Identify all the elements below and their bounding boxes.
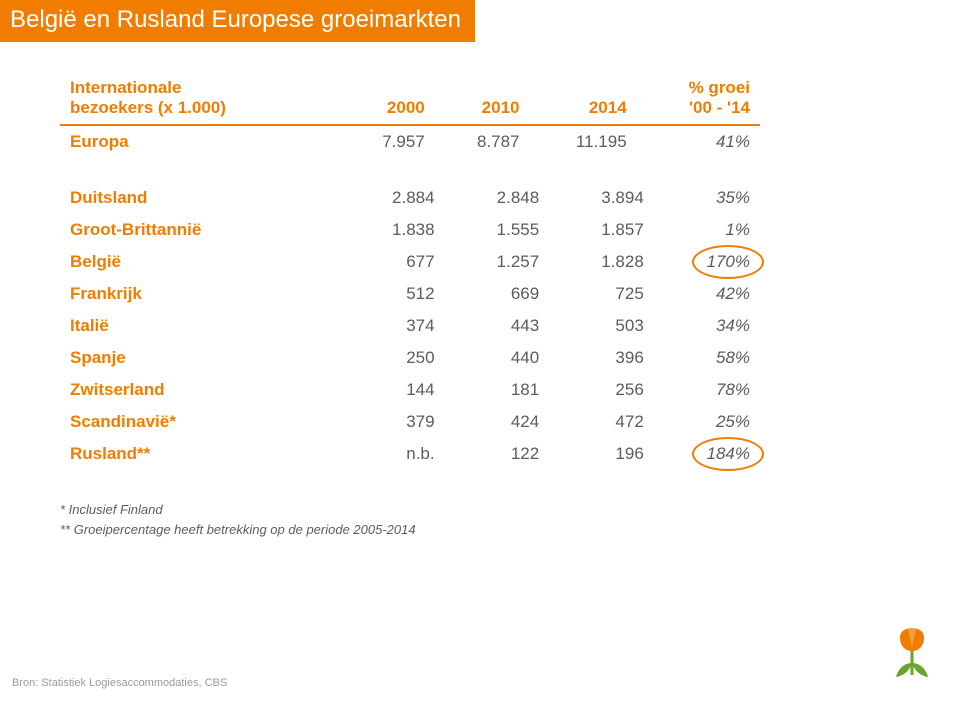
highlight-circle-icon	[692, 437, 764, 471]
cell-value: 374	[340, 310, 445, 342]
row-label: Spanje	[60, 342, 340, 374]
cell-value: 677	[340, 246, 445, 278]
cell-value: 250	[340, 342, 445, 374]
cell-value: 443	[445, 310, 550, 342]
cell-value: 1.838	[340, 214, 445, 246]
row-label: Groot-Brittannië	[60, 214, 340, 246]
table-row: België6771.2571.828170%	[60, 246, 760, 278]
cell-value: 1.828	[549, 246, 654, 278]
cell-value: 379	[340, 406, 445, 438]
header-2010: 2010	[435, 72, 530, 125]
header-visitors: Internationale bezoekers (x 1.000)	[60, 72, 340, 125]
cell-value: 669	[445, 278, 550, 310]
tulip-logo-icon	[890, 623, 934, 679]
source-text: Bron: Statistiek Logiesaccommodaties, CB…	[12, 677, 227, 689]
row-label: Scandinavië*	[60, 406, 340, 438]
footnote-1: * Inclusief Finland	[60, 500, 900, 520]
cell-growth: 1%	[654, 214, 760, 246]
row-label: Frankrijk	[60, 278, 340, 310]
cell-value: 2.848	[445, 182, 550, 214]
cell-value: n.b.	[340, 438, 445, 470]
cell-growth: 41%	[637, 125, 760, 158]
cell-growth: 170%	[654, 246, 760, 278]
cell-value: 181	[445, 374, 550, 406]
row-label: Europa	[60, 125, 340, 158]
cell-value: 725	[549, 278, 654, 310]
footnote-2: ** Groeipercentage heeft betrekking op d…	[60, 520, 900, 540]
cell-value: 196	[549, 438, 654, 470]
cell-value: 396	[549, 342, 654, 374]
row-label: Italië	[60, 310, 340, 342]
visitors-table: Internationale bezoekers (x 1.000) 2000 …	[60, 72, 760, 158]
cell-value: 424	[445, 406, 550, 438]
cell-value: 3.894	[549, 182, 654, 214]
cell-growth: 78%	[654, 374, 760, 406]
highlight-circle-icon	[692, 245, 764, 279]
cell-value: 472	[549, 406, 654, 438]
row-label: België	[60, 246, 340, 278]
table-row: Rusland**n.b.122196184%	[60, 438, 760, 470]
header-2014: 2014	[530, 72, 637, 125]
table-row: Duitsland2.8842.8483.89435%	[60, 182, 760, 214]
cell-value: 256	[549, 374, 654, 406]
cell-value: 8.787	[435, 125, 530, 158]
table-row: Groot-Brittannië1.8381.5551.8571%	[60, 214, 760, 246]
table-row: Zwitserland14418125678%	[60, 374, 760, 406]
header-growth: % groei '00 - '14	[637, 72, 760, 125]
cell-value: 503	[549, 310, 654, 342]
cell-growth: 34%	[654, 310, 760, 342]
table-row: Spanje25044039658%	[60, 342, 760, 374]
cell-value: 122	[445, 438, 550, 470]
footnotes: * Inclusief Finland ** Groeipercentage h…	[60, 500, 900, 539]
table-row: Europa7.9578.78711.19541%	[60, 125, 760, 158]
table-row: Frankrijk51266972542%	[60, 278, 760, 310]
row-label: Rusland**	[60, 438, 340, 470]
cell-value: 1.857	[549, 214, 654, 246]
cell-value: 1.555	[445, 214, 550, 246]
cell-value: 440	[445, 342, 550, 374]
cell-value: 144	[340, 374, 445, 406]
cell-growth: 35%	[654, 182, 760, 214]
cell-value: 11.195	[530, 125, 637, 158]
header-2000: 2000	[340, 72, 435, 125]
cell-growth: 42%	[654, 278, 760, 310]
table-row: Italië37444350334%	[60, 310, 760, 342]
table-header-row: Internationale bezoekers (x 1.000) 2000 …	[60, 72, 760, 125]
cell-value: 512	[340, 278, 445, 310]
cell-value: 2.884	[340, 182, 445, 214]
cell-value: 7.957	[340, 125, 435, 158]
row-label: Zwitserland	[60, 374, 340, 406]
cell-growth: 25%	[654, 406, 760, 438]
content-area: Internationale bezoekers (x 1.000) 2000 …	[0, 42, 960, 539]
row-label: Duitsland	[60, 182, 340, 214]
countries-table: Duitsland2.8842.8483.89435%Groot-Brittan…	[60, 182, 760, 470]
cell-value: 1.257	[445, 246, 550, 278]
cell-growth: 58%	[654, 342, 760, 374]
cell-growth: 184%	[654, 438, 760, 470]
page-title: België en Rusland Europese groeimarkten	[0, 0, 475, 42]
table-row: Scandinavië*37942447225%	[60, 406, 760, 438]
